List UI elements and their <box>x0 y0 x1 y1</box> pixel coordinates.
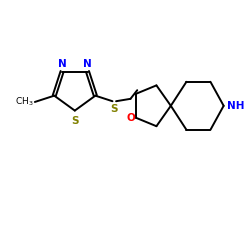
Text: S: S <box>110 104 118 114</box>
Text: N: N <box>83 59 92 69</box>
Text: N: N <box>58 59 66 69</box>
Text: S: S <box>71 116 78 126</box>
Text: CH$_3$: CH$_3$ <box>15 96 34 108</box>
Text: O: O <box>126 113 135 123</box>
Text: NH: NH <box>227 101 245 111</box>
